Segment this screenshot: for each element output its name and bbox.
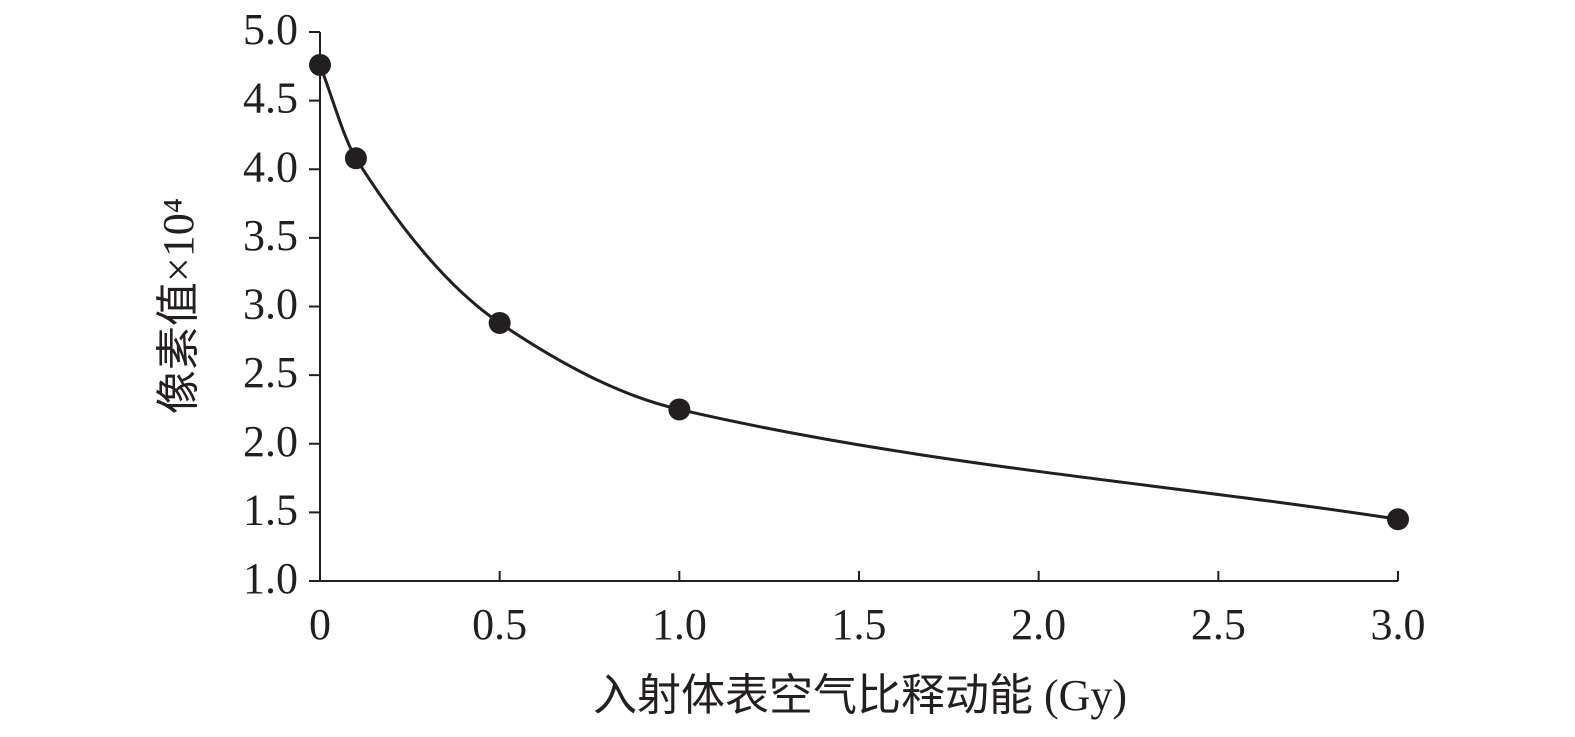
data-point [344, 147, 367, 170]
x-tick-label: 2.0 [1011, 600, 1066, 649]
y-tick-label: 3.0 [243, 280, 298, 329]
y-tick-label: 5.0 [243, 5, 298, 54]
y-tick-label: 2.0 [243, 417, 298, 466]
x-tick-label: 3.0 [1371, 600, 1426, 649]
y-tick-label: 1.5 [243, 485, 298, 534]
x-tick-label: 0.5 [472, 600, 527, 649]
y-tick-label: 4.0 [243, 142, 298, 191]
x-tick-label: 2.5 [1191, 600, 1246, 649]
y-tick-label: 1.0 [243, 554, 298, 603]
data-point [488, 311, 511, 334]
x-tick-label: 1.0 [652, 600, 707, 649]
x-axis-title: 入射体表空气比释动能 (Gy) [593, 671, 1127, 720]
y-axis-title: 像素值×10⁴ [154, 198, 203, 414]
x-tick-label: 0 [309, 600, 331, 649]
x-tick-label: 1.5 [832, 600, 887, 649]
y-tick-label: 2.5 [243, 348, 298, 397]
y-tick-label: 3.5 [243, 211, 298, 260]
y-tick-label: 4.5 [243, 74, 298, 123]
data-point [668, 398, 691, 421]
data-point [1387, 508, 1409, 531]
fit-curve [318, 64, 1399, 521]
data-point [309, 53, 331, 76]
